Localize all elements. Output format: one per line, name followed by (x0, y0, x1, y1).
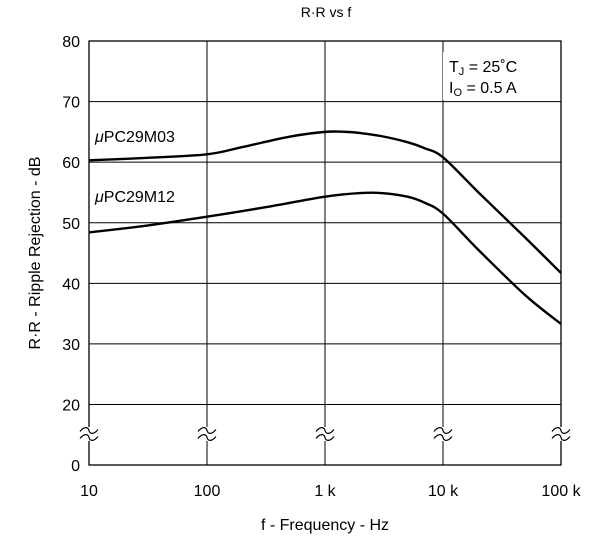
break-mark-1-0 (197, 427, 217, 434)
y-tick-label-80: 80 (62, 34, 80, 51)
condition-io-main: I (449, 80, 453, 97)
break-mark-3-0 (433, 427, 453, 434)
x-tick-label-4: 100 k (541, 483, 581, 500)
break-gap-4 (552, 427, 570, 441)
y-tick-label-20: 20 (62, 398, 80, 415)
break-gap-3 (434, 427, 452, 441)
x-axis-label: f - Frequency - Hz (261, 517, 389, 534)
condition-tj-rest: = 25˚C (464, 59, 517, 76)
break-gap-0 (80, 427, 98, 441)
series-label-upc29m12-name: PC29M12 (104, 189, 175, 206)
break-mark-1-1 (197, 434, 217, 441)
break-gap-1 (198, 427, 216, 441)
y-tick-label-50: 50 (62, 216, 80, 233)
series-line-2 (88, 191, 562, 325)
condition-io-sub: O (453, 87, 462, 99)
series-line-1 (88, 130, 562, 274)
y-tick-label-30: 30 (62, 337, 80, 354)
condition-tj: TJ = 25˚C (449, 59, 517, 78)
condition-io-rest: = 0.5 A (462, 80, 517, 97)
y-tick-label-60: 60 (62, 155, 80, 172)
series-label-upc29m03-mu: μ (94, 129, 104, 146)
condition-io: IO = 0.5 A (449, 80, 517, 99)
y-tick-labels: 0 20 30 40 50 60 70 80 (62, 34, 80, 475)
series-lines (88, 130, 562, 325)
y-tick-label-0: 0 (71, 458, 80, 475)
break-mark-2-0 (315, 427, 335, 434)
x-tick-label-2: 1 k (314, 483, 336, 500)
x-tick-label-0: 10 (80, 483, 98, 500)
condition-tj-sub: J (459, 66, 465, 78)
series-label-upc29m12-mu: μ (94, 189, 104, 206)
break-mark-0-0 (79, 427, 99, 434)
x-tick-labels: 10 100 1 k 10 k 100 k (80, 483, 581, 500)
break-gap-2 (316, 427, 334, 441)
break-mark-4-0 (551, 427, 571, 434)
conditions-box (443, 52, 556, 100)
break-mark-2-1 (315, 434, 335, 441)
plot-frame (88, 40, 562, 466)
break-mark-0-1 (79, 434, 99, 441)
condition-tj-main: T (449, 59, 459, 76)
y-tick-label-70: 70 (62, 95, 80, 112)
y-tick-label-40: 40 (62, 276, 80, 293)
series-label-upc29m03-name: PC29M03 (104, 129, 175, 146)
axis-break-marks (79, 427, 571, 441)
break-mark-4-1 (551, 434, 571, 441)
break-mark-3-1 (433, 434, 453, 441)
series-label-upc29m12: μPC29M12 (94, 189, 175, 206)
x-tick-label-1: 100 (194, 483, 221, 500)
series-label-upc29m03: μPC29M03 (94, 129, 175, 146)
y-axis-label: R·R - Ripple Rejection - dB (27, 157, 44, 350)
x-tick-label-3: 10 k (428, 483, 459, 500)
grid-lines (89, 41, 561, 465)
chart-title: R·R vs f (301, 4, 352, 20)
